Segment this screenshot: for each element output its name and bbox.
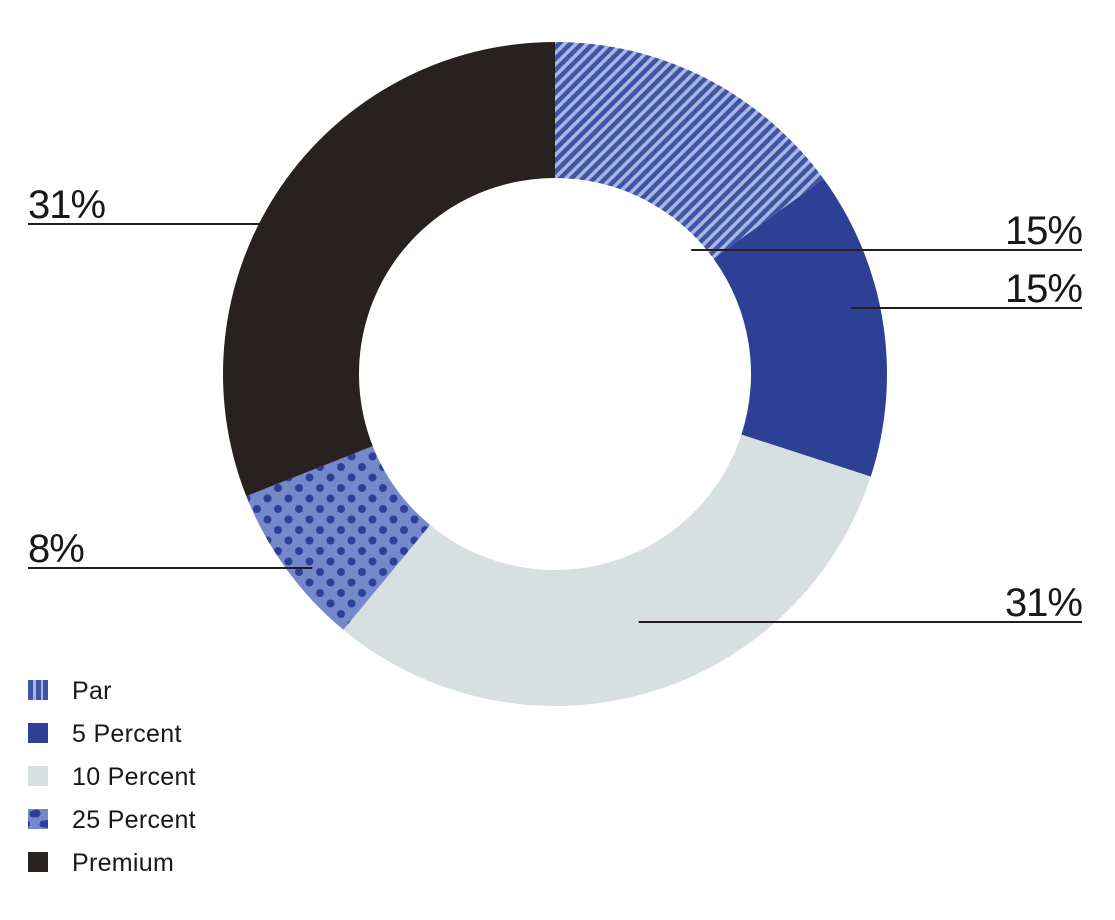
legend: Par 5 Percent 10 Percent 25 Percent Premium bbox=[28, 677, 196, 877]
data-labels: 15% 15% 31% 8% 31% bbox=[28, 183, 1083, 625]
slice-25-percent bbox=[246, 446, 431, 630]
slice-10-percent bbox=[343, 434, 871, 707]
legend-item-premium: Premium bbox=[28, 849, 174, 877]
legend-label-par: Par bbox=[72, 677, 112, 705]
legend-item-5-percent: 5 Percent bbox=[28, 720, 182, 748]
data-label-10-percent: 31% bbox=[1005, 581, 1082, 625]
legend-item-par: Par bbox=[28, 677, 112, 705]
legend-swatch-10-percent bbox=[28, 766, 48, 786]
legend-swatch-5-percent bbox=[28, 723, 48, 743]
legend-label-25-percent: 25 Percent bbox=[72, 806, 196, 834]
legend-swatch-premium bbox=[28, 852, 48, 872]
legend-label-10-percent: 10 Percent bbox=[72, 763, 196, 791]
data-label-5-percent: 15% bbox=[1005, 267, 1082, 311]
slice-par bbox=[555, 42, 824, 259]
legend-label-premium: Premium bbox=[72, 849, 174, 877]
data-label-25-percent: 8% bbox=[28, 527, 84, 571]
data-label-par: 15% bbox=[1005, 209, 1082, 253]
legend-label-5-percent: 5 Percent bbox=[72, 720, 182, 748]
data-label-premium: 31% bbox=[28, 183, 105, 227]
legend-item-25-percent: 25 Percent bbox=[28, 806, 196, 834]
donut-slices bbox=[222, 42, 888, 707]
slice-premium bbox=[222, 42, 555, 497]
legend-item-10-percent: 10 Percent bbox=[28, 763, 196, 791]
slice-5-percent bbox=[713, 178, 888, 477]
